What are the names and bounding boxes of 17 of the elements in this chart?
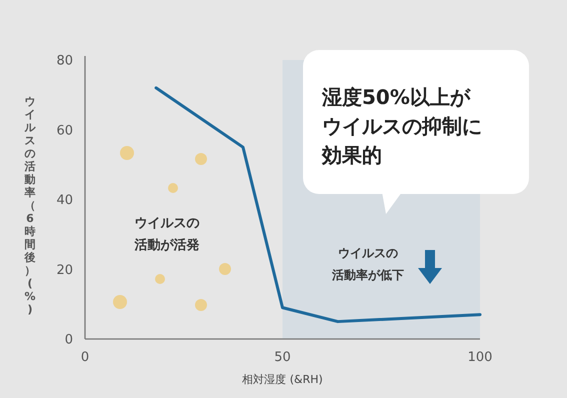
annotation: 湿度50%以上が <box>321 85 471 109</box>
annotation: ウイルスの <box>134 216 200 231</box>
annotation: 効果的 <box>321 143 382 167</box>
annotation: 活動が活発 <box>134 238 200 253</box>
x-tick-label: 0 <box>80 350 90 365</box>
annotation: 活動率が低下 <box>331 268 404 282</box>
text: ウイルスの活動率（6時間後）(%) <box>24 95 36 316</box>
x-tick-label: 100 <box>468 350 492 365</box>
y-tick-label: 40 <box>56 193 73 208</box>
x-axis-title: 相対湿度 (&RH) <box>242 373 323 386</box>
y-tick-label: 20 <box>56 262 73 278</box>
annotation: ウイルスの抑制に <box>322 114 482 138</box>
annotation: ウイルスの <box>338 246 398 260</box>
y-tick-label: 60 <box>56 123 73 138</box>
y-tick-label: 80 <box>56 54 73 69</box>
x-tick-label: 50 <box>274 350 291 365</box>
y-tick-label: 0 <box>64 332 73 348</box>
